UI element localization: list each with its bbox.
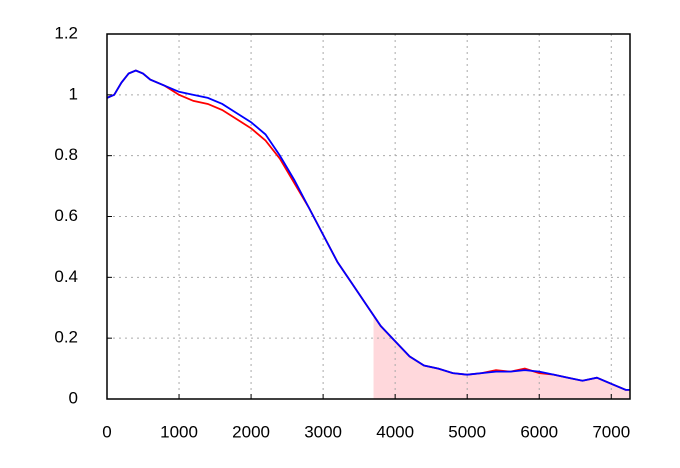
y-tick-label: 0 [69,388,78,407]
plot-frame [106,33,631,400]
y-tick-label: 0.8 [54,145,78,164]
data-line [106,69,630,391]
x-tick-label: 2000 [232,422,270,441]
x-tick-label: 3000 [304,422,342,441]
x-tick-label: 4000 [376,422,414,441]
x-tick-label: 6000 [520,422,558,441]
x-tick-label: 0 [102,422,111,441]
y-tick-label: 1.2 [54,23,78,42]
y-tick-label: 1 [69,84,78,103]
x-tick-label: 7000 [592,422,630,441]
y-tick-label: 0.2 [54,328,78,347]
data-line [106,69,630,391]
y-tick-label: 0.4 [54,267,78,286]
x-tick-label: 1000 [160,422,198,441]
x-tick-label: 5000 [448,422,486,441]
y-tick-label: 0.6 [54,206,78,225]
